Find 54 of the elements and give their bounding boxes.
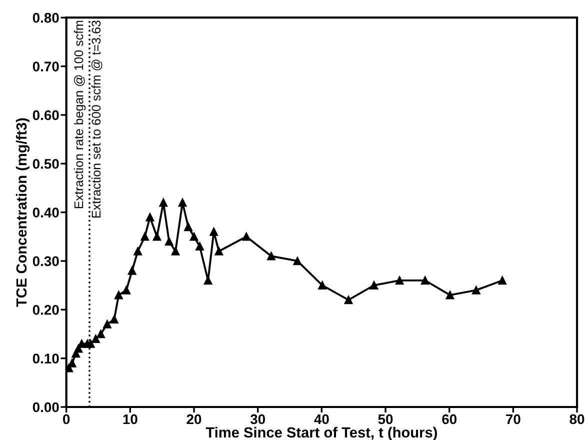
point — [370, 281, 378, 290]
point — [214, 247, 224, 256]
point — [159, 198, 168, 207]
y-tick-label: 0.20 — [32, 304, 59, 315]
point — [344, 296, 353, 304]
x-tick-label: 60 — [442, 414, 457, 424]
point — [92, 334, 100, 344]
point — [103, 320, 112, 328]
y-tick-label: 0.10 — [32, 354, 59, 364]
point — [128, 266, 136, 275]
point — [318, 281, 326, 290]
point — [140, 232, 150, 241]
point — [293, 256, 302, 266]
point — [171, 247, 180, 256]
point — [446, 290, 454, 300]
point — [86, 340, 95, 348]
point — [267, 252, 276, 260]
x-tick-label: 20 — [186, 414, 202, 424]
point — [184, 222, 192, 232]
point — [96, 330, 105, 338]
x-tick-label: 10 — [123, 414, 138, 424]
x-tick-label: 50 — [378, 414, 393, 424]
point — [242, 232, 251, 241]
y-tick-label: 0.70 — [32, 62, 59, 72]
point — [210, 228, 218, 236]
y-tick-label: 0.40 — [32, 208, 59, 218]
x-tick-label: 70 — [506, 414, 520, 424]
point — [152, 232, 162, 241]
y-tick-label: 0.80 — [32, 12, 59, 23]
point — [164, 237, 174, 246]
y-tick-label: 0.50 — [32, 158, 59, 169]
y-axis-title: TCE Concentration (mg/ft3) — [16, 118, 30, 307]
x-tick-label: 0 — [63, 414, 70, 424]
point — [146, 213, 154, 222]
x-axis-title: Time Since Start of Test, t (hours) — [206, 426, 437, 440]
point — [134, 247, 142, 256]
point — [178, 198, 187, 207]
point — [196, 242, 204, 251]
y-tick-label: 0.00 — [32, 402, 59, 412]
point — [395, 276, 404, 285]
point — [122, 286, 131, 294]
point — [110, 315, 118, 324]
x-tick-label: 30 — [250, 414, 265, 424]
point — [190, 232, 198, 241]
x-tick-label: 40 — [314, 414, 329, 424]
point — [472, 286, 480, 294]
point — [498, 276, 506, 285]
annotation: Extraction rate began @ 100 scfm — [74, 20, 86, 208]
point — [420, 276, 430, 285]
point — [114, 290, 123, 300]
y-tick-label: 0.30 — [32, 256, 59, 266]
ref-line-label: Extraction set to 600 scfm @ t=3.63 — [91, 20, 102, 218]
x-tick-label: 80 — [570, 414, 584, 424]
y-tick-label: 0.60 — [32, 110, 59, 120]
